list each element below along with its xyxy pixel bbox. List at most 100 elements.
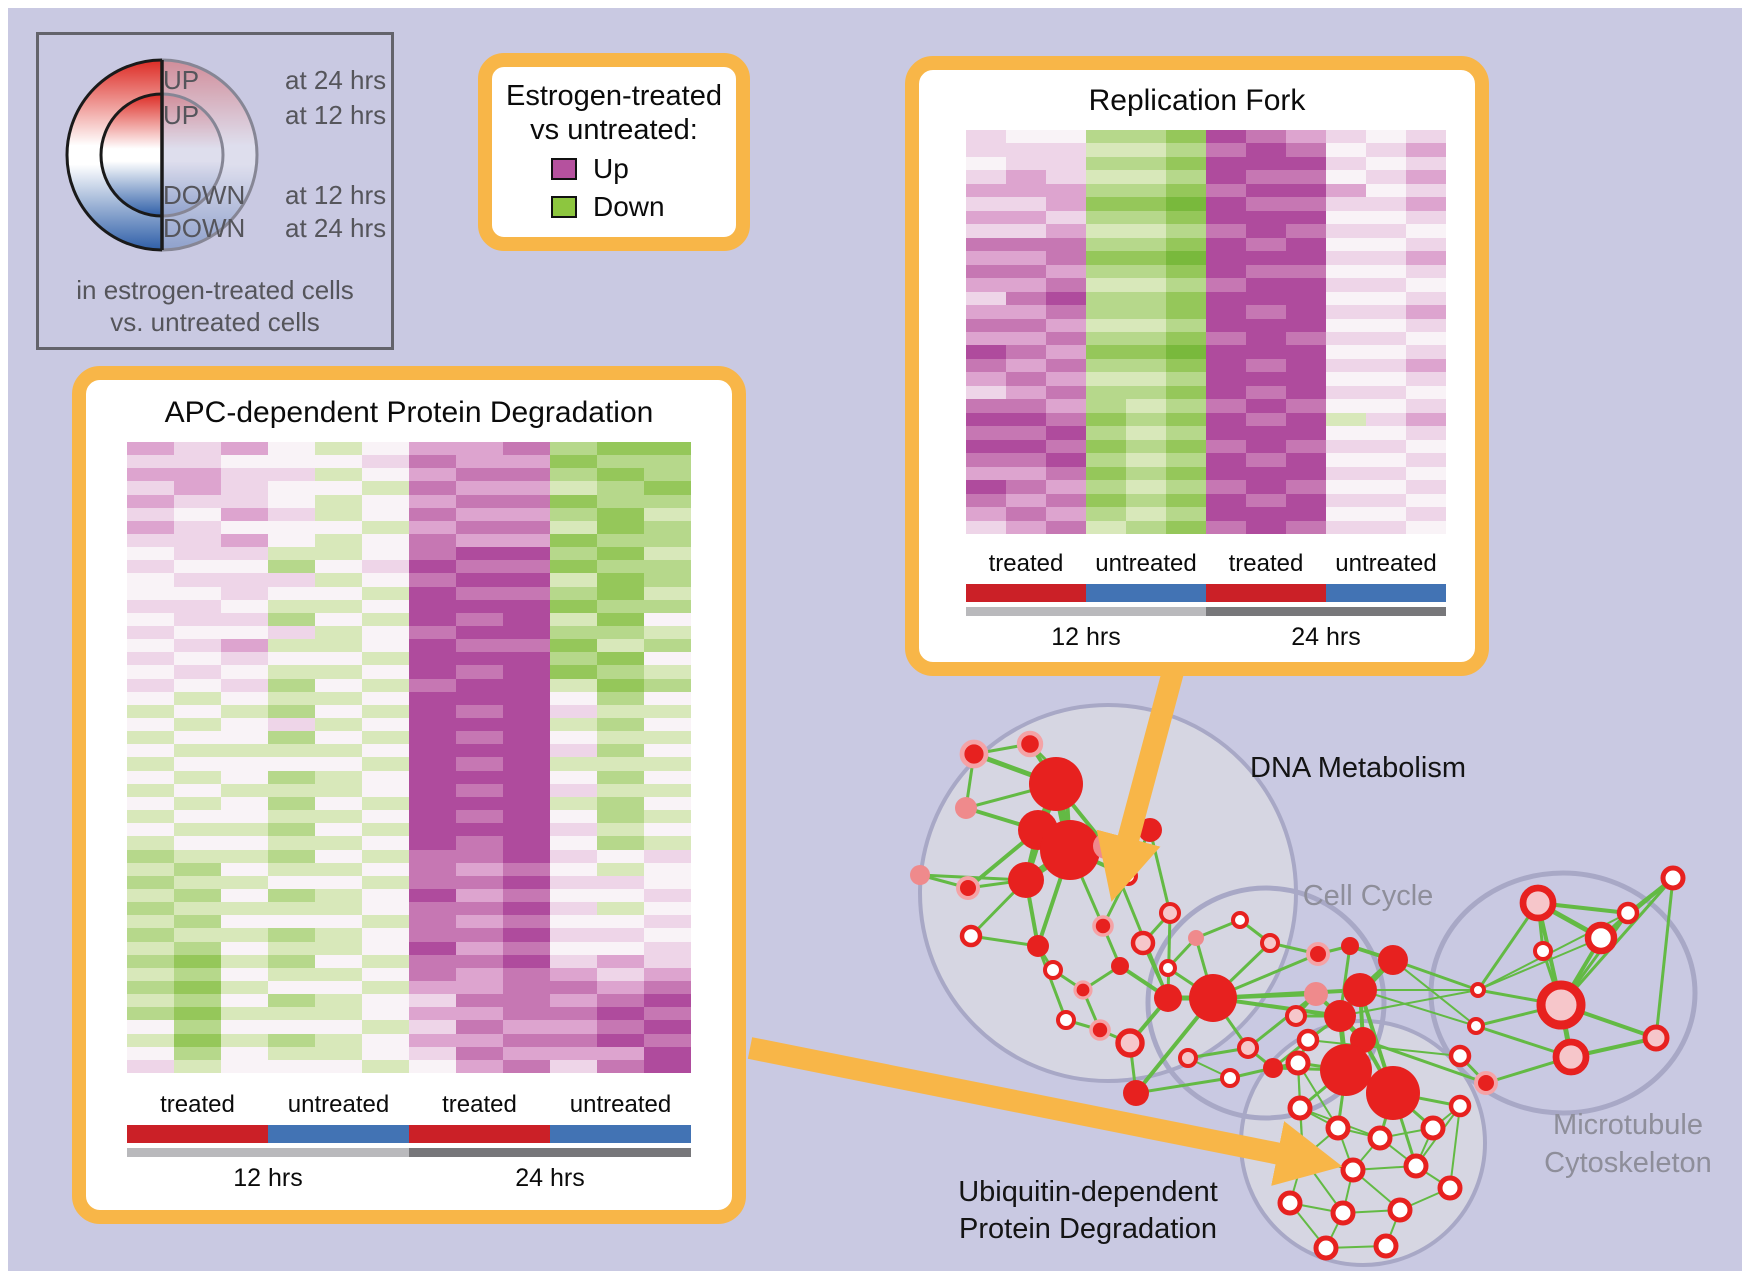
heatmap-cell: [1206, 426, 1246, 440]
network-node: [1470, 982, 1486, 998]
network-edge: [1378, 1092, 1395, 1139]
heatmap-cell: [174, 468, 221, 482]
heatmap-cell: [268, 810, 315, 824]
heatmap-cell: [1046, 237, 1086, 252]
heatmap-cell: [268, 796, 315, 811]
network-edge: [1036, 945, 1068, 1021]
heatmap-cell: [550, 980, 597, 995]
heatmap-cell: [966, 183, 1006, 198]
network-edge: [1082, 964, 1121, 992]
heatmap-cell: [409, 573, 456, 587]
heatmap-cell: [503, 599, 550, 613]
heatmap-cell: [362, 678, 409, 692]
network-edge: [1392, 1091, 1461, 1108]
heatmap-cell: [174, 836, 221, 850]
heatmap-cell: [503, 573, 550, 587]
network-edge: [1559, 877, 1675, 1006]
heatmap-cell: [550, 691, 597, 705]
heatmap-cell: [966, 331, 1006, 346]
heatmap-cell: [503, 1046, 550, 1060]
heatmap-cell: [127, 980, 174, 995]
heatmap-cell: [1126, 453, 1166, 467]
heatmap-cell: [315, 928, 362, 942]
heatmap-cell: [550, 744, 597, 758]
heatmap-cell: [268, 836, 315, 850]
heatmap-cell: [362, 547, 409, 561]
heatmap-cell: [550, 652, 597, 666]
heatmap-cell: [315, 731, 362, 745]
heatmap-cell: [1286, 466, 1326, 481]
heatmap-cell: [1006, 466, 1046, 481]
heatmap-cell: [1086, 507, 1126, 521]
heatmap-cell: [1286, 399, 1326, 413]
heatmap-cell: [1046, 358, 1086, 373]
heatmap-cell: [550, 823, 597, 837]
heatmap-cell: [503, 520, 550, 535]
network-edge: [1134, 996, 1215, 1095]
heatmap-cell: [174, 770, 221, 784]
heatmap-cell: [409, 875, 456, 889]
heatmap-cell: [1246, 264, 1286, 279]
heatmap-cell: [362, 902, 409, 916]
heatmap-cell: [503, 481, 550, 495]
heatmap-cell: [550, 599, 597, 613]
heatmap-cell: [127, 718, 174, 732]
network-node: [1448, 1044, 1472, 1068]
heatmap-cell: [315, 573, 362, 587]
heatmap-cell: [966, 426, 1006, 440]
heatmap-cell: [597, 468, 644, 482]
heatmap-cell: [127, 626, 174, 640]
heatmap-cell: [1206, 372, 1246, 386]
heatmap-cell: [221, 718, 268, 732]
heatmap-cell: [174, 1059, 221, 1073]
heatmap-cell: [503, 1020, 550, 1034]
network-node: [1154, 984, 1182, 1012]
heatmap-cell: [597, 612, 644, 627]
heatmap-cell: [1366, 264, 1406, 279]
network-node: [1519, 884, 1557, 922]
heatmap-cell: [1086, 130, 1126, 144]
heatmap-cell: [456, 902, 503, 916]
heatmap-cell: [456, 731, 503, 745]
heatmap-cell: [456, 612, 503, 627]
heatmap-cell: [221, 626, 268, 640]
heatmap-cell: [550, 796, 597, 811]
heatmap-cell: [362, 875, 409, 889]
heatmap-cell: [1166, 480, 1206, 494]
heatmap-cell: [456, 599, 503, 613]
heatmap-cell: [409, 849, 456, 863]
heatmap-cell: [1166, 520, 1206, 534]
heatmap-cell: [597, 520, 644, 535]
heatmap-cell: [644, 573, 691, 587]
heatmap-group-label: treated: [442, 1091, 517, 1118]
heatmap-cell: [1246, 291, 1286, 306]
heatmap-cell: [1286, 305, 1326, 319]
heatmap-cell: [1326, 426, 1366, 440]
heatmap-cell: [221, 612, 268, 627]
heatmap-cell: [1366, 412, 1406, 427]
network-edge: [1148, 829, 1172, 914]
heatmap-cell: [127, 455, 174, 469]
network-edge: [1392, 958, 1479, 992]
network-edge: [1342, 1209, 1401, 1214]
heatmap-cell: [644, 507, 691, 521]
heatmap-cell: [550, 1020, 597, 1034]
network-node: [956, 876, 980, 900]
heatmap-cell: [268, 994, 315, 1008]
heatmap-cell: [127, 704, 174, 719]
heatmap-cell: [1206, 251, 1246, 265]
ubiquitin-cluster: [1239, 1019, 1487, 1267]
heatmap-cell: [1166, 466, 1206, 481]
network-edge: [1379, 1137, 1417, 1167]
heatmap-cell: [1046, 264, 1086, 279]
heatmap-time-label: 12 hrs: [1051, 623, 1121, 651]
legend-item-down: Down: [492, 191, 736, 223]
network-node: [1642, 1024, 1670, 1052]
heatmap-cell: [644, 481, 691, 495]
network-node: [1236, 1036, 1260, 1060]
heatmap-cell: [644, 442, 691, 456]
heatmap-cell: [174, 757, 221, 771]
heatmap-cell: [127, 494, 174, 508]
heatmap-cell: [966, 210, 1006, 225]
heatmap-cell: [1286, 251, 1326, 265]
